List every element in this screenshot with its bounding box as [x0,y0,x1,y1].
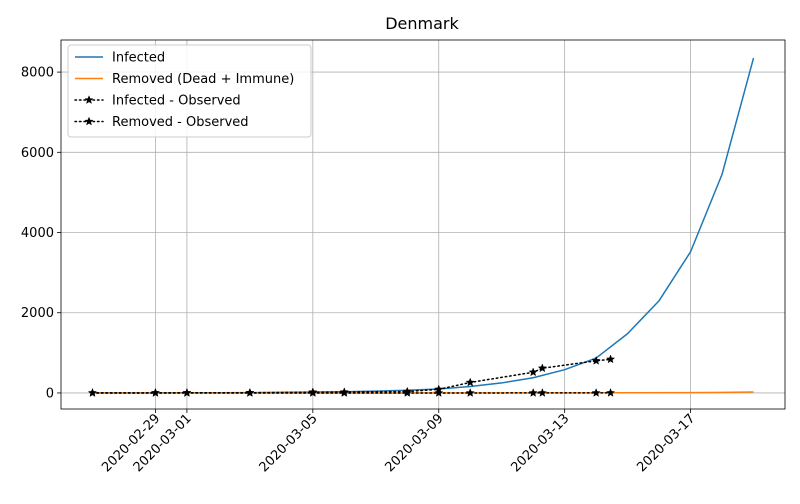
legend: Infected Removed (Dead + Immune) Infected … [68,45,311,137]
data-point-removed-observed [340,389,348,397]
data-point-infected-observed [592,357,600,365]
y-tick-label: 2000 [21,306,54,321]
x-tick-label: 2020-03-09 [383,411,447,475]
y-tick-label: 0 [46,386,54,401]
y-tick-label: 6000 [21,146,54,161]
x-tick-label: 2020-03-13 [508,411,572,475]
x-tick-label: 2020-03-05 [257,411,321,475]
chart-title: Denmark [385,14,459,33]
data-point-infected-observed [529,368,537,376]
legend-label-removed-dead-immune: Removed (Dead + Immune) [112,72,294,87]
legend-label-infected-observed: Infected - Observed [112,94,241,109]
y-tick-label: 4000 [21,226,54,241]
legend-label-removed-observed: Removed - Observed [112,115,249,130]
data-point-infected-observed [607,355,615,363]
series-line-infected-observed [92,359,610,393]
y-tick-label: 8000 [21,66,54,81]
x-tick-label: 2020-03-17 [634,411,698,475]
data-point-removed-observed [466,389,474,397]
data-point-removed-observed [246,389,254,397]
legend-label-infected: Infected [112,51,165,66]
data-point-removed-observed [529,389,537,397]
data-point-removed-observed [592,389,600,397]
data-point-infected-observed [538,364,546,372]
data-point-removed-observed [88,389,96,397]
data-point-infected-observed [466,378,474,386]
data-point-removed-observed [538,389,546,397]
data-point-removed-observed [607,389,615,397]
